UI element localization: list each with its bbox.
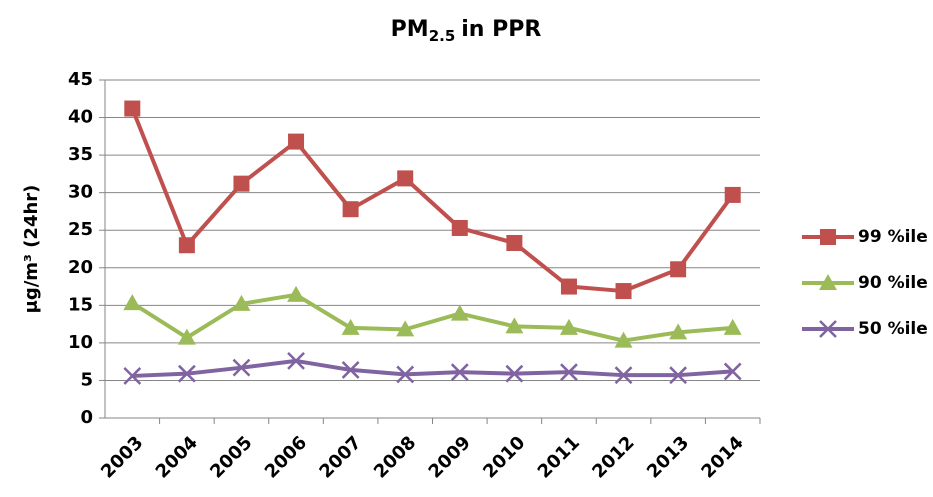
legend-marker bbox=[819, 274, 837, 290]
data-point bbox=[560, 278, 577, 295]
data-point bbox=[723, 362, 742, 381]
y-tick-label: 0 bbox=[80, 407, 93, 428]
x-tick-label: 2006 bbox=[261, 432, 311, 482]
x-tick-label: 2014 bbox=[697, 432, 747, 482]
data-point bbox=[669, 366, 688, 385]
y-tick-label: 25 bbox=[68, 219, 93, 240]
x-tick-label: 2011 bbox=[534, 432, 584, 482]
legend-marker bbox=[820, 229, 836, 245]
data-point bbox=[670, 261, 687, 278]
series-line bbox=[130, 107, 735, 294]
data-point bbox=[506, 234, 523, 251]
data-point bbox=[177, 364, 196, 383]
data-point bbox=[451, 219, 468, 236]
series-line bbox=[132, 358, 733, 378]
title-main: PM bbox=[391, 17, 429, 42]
legend-label: 50 %ile bbox=[858, 319, 928, 339]
y-tick-label: 10 bbox=[68, 332, 93, 353]
data-point bbox=[288, 133, 305, 150]
data-point bbox=[287, 352, 305, 370]
data-point bbox=[233, 175, 250, 192]
chart-title: PM2.5 in PPR bbox=[391, 17, 542, 45]
data-point bbox=[396, 320, 415, 337]
data-point bbox=[341, 361, 360, 379]
data-point bbox=[123, 367, 142, 385]
data-point bbox=[232, 358, 251, 377]
y-tick-label: 35 bbox=[68, 144, 93, 165]
y-axis-label: μg/m³ (24hr) bbox=[21, 185, 42, 314]
data-point bbox=[178, 237, 195, 254]
x-tick-label: 2004 bbox=[152, 432, 202, 482]
data-point bbox=[450, 363, 469, 382]
data-point bbox=[724, 186, 741, 203]
data-point bbox=[505, 317, 524, 334]
legend-label: 99 %ile bbox=[858, 227, 928, 247]
data-point bbox=[341, 318, 360, 335]
legend-marker bbox=[819, 320, 837, 338]
y-tick-label: 5 bbox=[80, 369, 93, 390]
x-tick-label: 2013 bbox=[643, 432, 693, 482]
title-rest: in PPR bbox=[461, 17, 541, 42]
data-point bbox=[669, 323, 688, 340]
y-tick-label: 40 bbox=[68, 107, 93, 128]
data-point bbox=[342, 201, 359, 218]
data-point bbox=[614, 366, 633, 385]
data-point bbox=[232, 294, 251, 311]
data-point bbox=[450, 304, 469, 321]
x-tick-label: 2009 bbox=[425, 432, 475, 482]
data-point bbox=[505, 364, 524, 383]
data-point bbox=[615, 283, 632, 300]
data-point bbox=[287, 285, 306, 302]
y-tick-label: 20 bbox=[68, 257, 93, 278]
series-line bbox=[131, 292, 733, 343]
x-tick-label: 2008 bbox=[370, 432, 420, 482]
x-tick-label: 2005 bbox=[206, 432, 256, 482]
x-tick-label: 2012 bbox=[588, 432, 638, 482]
data-point bbox=[614, 331, 633, 348]
data-point bbox=[177, 328, 196, 345]
x-tick-label: 2007 bbox=[315, 432, 365, 482]
y-tick-label: 15 bbox=[68, 294, 93, 315]
x-tick-label: 2003 bbox=[97, 432, 147, 482]
data-point bbox=[124, 100, 141, 117]
data-point bbox=[397, 170, 414, 187]
data-point bbox=[396, 365, 415, 384]
legend-label: 90 %ile bbox=[858, 273, 928, 293]
data-point bbox=[559, 318, 578, 335]
data-point bbox=[723, 318, 742, 335]
data-point bbox=[560, 363, 578, 382]
y-tick-label: 45 bbox=[68, 69, 93, 90]
title-subscript: 2.5 bbox=[429, 27, 456, 45]
x-tick-label: 2010 bbox=[479, 432, 529, 482]
y-tick-label: 30 bbox=[68, 182, 93, 203]
data-point bbox=[123, 294, 142, 311]
